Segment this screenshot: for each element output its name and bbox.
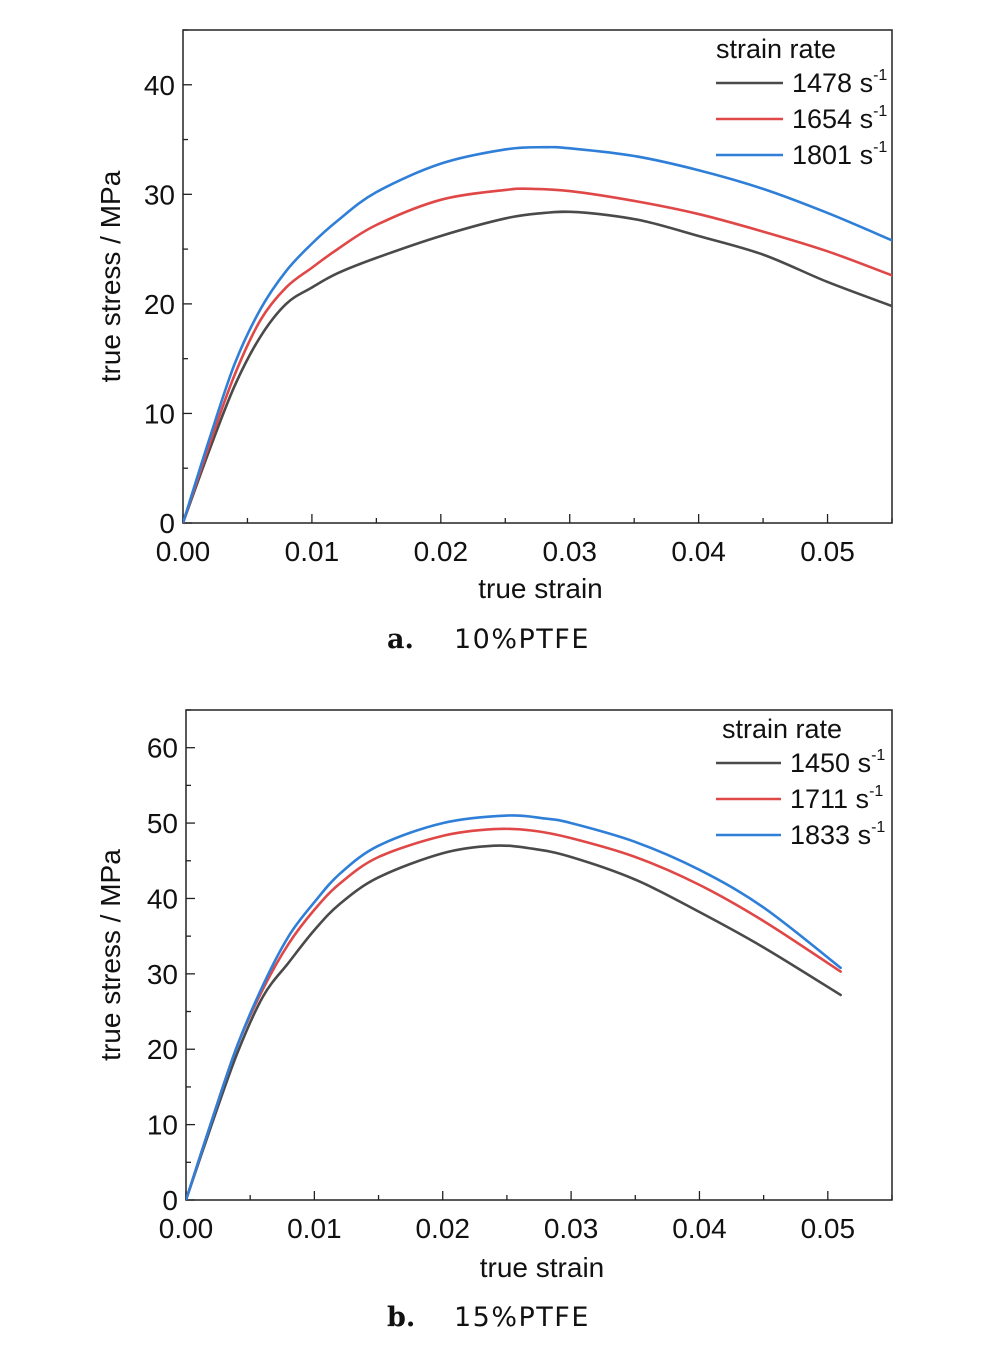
chart-b-caption: b. 15%PTFE (387, 1302, 590, 1333)
chart-a-y-tick-label: 0 (159, 508, 175, 539)
chart-a-plot-frame (182, 29, 893, 524)
chart-b-plot-frame (185, 709, 893, 1201)
chart-a-series-line-2 (183, 187, 892, 523)
chart-a-series-line-3 (183, 145, 892, 523)
chart-b-y-tick-label: 20 (147, 1034, 178, 1065)
chart-b-series-line-3 (186, 814, 842, 1200)
chart-b-x-tick-label: 0.01 (287, 1213, 342, 1244)
chart-a-x-tick-label: 0.00 (156, 536, 211, 567)
chart-b-legend-label-1: 1450 s-1 (790, 747, 885, 778)
chart-b-series-line-2 (186, 827, 842, 1200)
chart-a-y-axis-title: true stress / MPa (95, 170, 126, 382)
chart-a-caption: a. 10%PTFE (387, 624, 590, 655)
chart-b-y-tick-label: 40 (147, 883, 178, 914)
chart-b-x-tick-label: 0.03 (544, 1213, 599, 1244)
chart-b-y-tick-label: 60 (147, 733, 178, 764)
chart-b-caption-text: 15%PTFE (454, 1302, 590, 1333)
chart-a-x-tick-label: 0.05 (800, 536, 855, 567)
chart-a-legend-label-3: 1801 s-1 (792, 139, 887, 170)
chart-a-caption-text: 10%PTFE (454, 624, 590, 655)
chart-b-legend-title: strain rate (722, 714, 842, 744)
chart-b-x-tick-label: 0.02 (415, 1213, 470, 1244)
chart-a: 0 10 20 30 40 0.00 0.01 0.02 0.03 0.04 0.05 true st… (95, 29, 893, 655)
chart-a-x-tick-label: 0.02 (414, 536, 469, 567)
chart-a-y-tick-label: 10 (144, 398, 175, 429)
chart-a-y-tick-label: 40 (144, 70, 175, 101)
chart-b-y-tick-label: 50 (147, 808, 178, 839)
chart-b-x-tick-label: 0.00 (159, 1213, 214, 1244)
chart-b-y-axis-title: true stress / MPa (95, 849, 126, 1061)
chart-b-x-tick-label: 0.05 (801, 1213, 856, 1244)
chart-b-caption-letter: b. (387, 1302, 415, 1333)
chart-a-x-axis-title: true strain (478, 573, 603, 604)
chart-a-caption-letter: a. (387, 624, 414, 655)
chart-a-x-tick-label: 0.03 (542, 536, 597, 567)
chart-b-x-tick-label: 0.04 (672, 1213, 727, 1244)
chart-a-series-line-1 (183, 210, 892, 523)
chart-b-legend-label-2: 1711 s-1 (790, 783, 883, 814)
chart-b: 0 10 20 30 40 50 60 0.00 0.01 0.02 0.03 0.04 0.05 tru… (95, 709, 893, 1333)
chart-a-legend-label-1: 1478 s-1 (792, 67, 887, 98)
chart-a-legend-title: strain rate (716, 34, 836, 64)
chart-a-x-tick-label: 0.04 (671, 536, 726, 567)
chart-b-series-line-1 (186, 844, 842, 1200)
chart-a-y-tick-label: 20 (144, 289, 175, 320)
chart-a-x-tick-label: 0.01 (285, 536, 340, 567)
chart-b-x-axis-title: true strain (480, 1252, 605, 1283)
chart-b-y-tick-label: 10 (147, 1110, 178, 1141)
chart-a-legend-label-2: 1654 s-1 (792, 103, 887, 134)
chart-b-legend-label-3: 1833 s-1 (790, 819, 885, 850)
chart-b-y-tick-label: 0 (162, 1185, 178, 1216)
chart-b-y-tick-label: 30 (147, 959, 178, 990)
chart-a-y-tick-label: 30 (144, 179, 175, 210)
